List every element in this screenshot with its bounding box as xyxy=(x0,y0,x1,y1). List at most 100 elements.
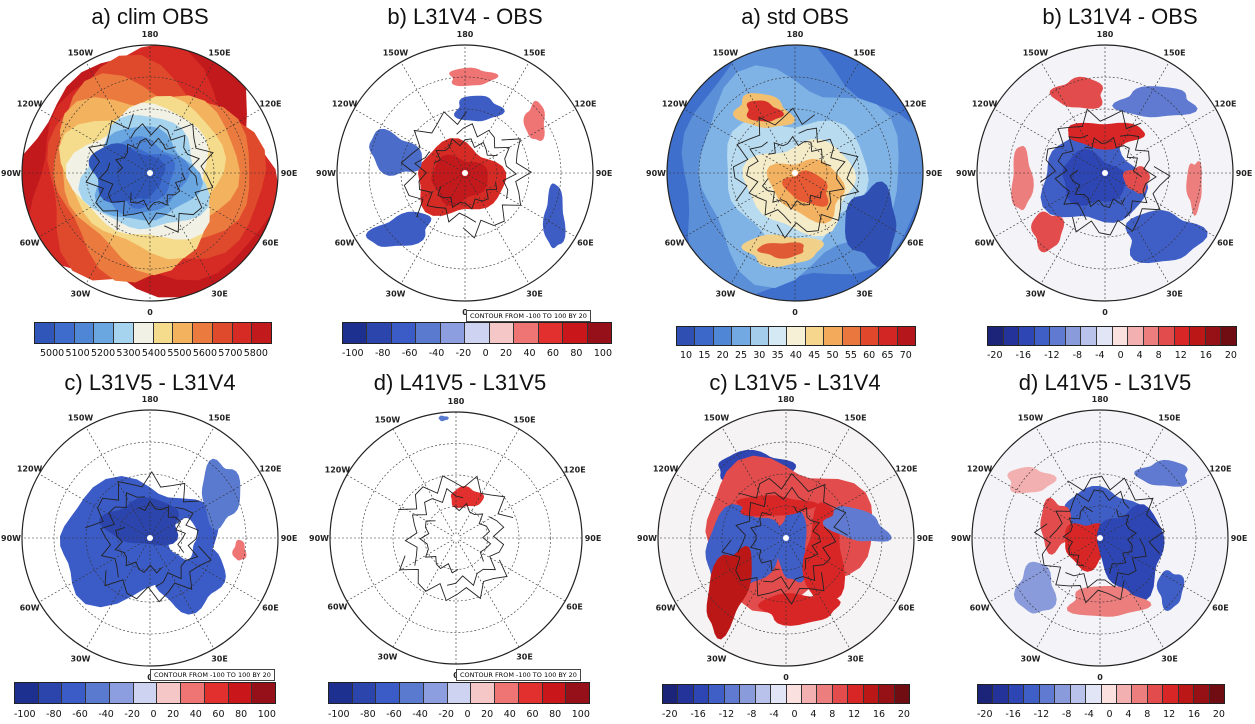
colorbar xyxy=(342,322,612,344)
colorbar-swatch xyxy=(514,323,539,343)
coastline xyxy=(85,113,134,230)
polar-map-l31v5-l31v4-b: 180 150E 120E 90E 60E 30E 0 30W 60W 90W 120W 150W xyxy=(637,395,933,682)
colorbar-tick-label: 5100 xyxy=(65,348,90,359)
colorbar-tick-label: 60 xyxy=(863,350,876,361)
anomaly-region xyxy=(232,539,247,561)
colorbar-swatch xyxy=(1050,327,1066,345)
colorbar-tick-label: -20 xyxy=(438,709,454,720)
colorbar-tick-label: 5200 xyxy=(90,348,116,359)
longitude-label: 120W xyxy=(662,100,688,109)
meridian-line xyxy=(346,537,457,602)
colorbar-swatch xyxy=(1024,685,1040,703)
longitude-label: 150E xyxy=(844,414,866,423)
anomaly-region xyxy=(523,100,545,141)
colorbar-swatch xyxy=(15,683,39,703)
colorbar-swatch xyxy=(343,323,368,343)
colorbar-swatch xyxy=(1101,685,1117,703)
colorbar-swatch xyxy=(1081,327,1097,345)
meridian-line xyxy=(149,172,215,285)
colorbar-swatch xyxy=(400,683,424,703)
longitude-label: 150W xyxy=(375,415,401,424)
colorbar-tick-label: -100 xyxy=(14,709,36,720)
colorbar-tick-label: 20 xyxy=(1212,709,1225,720)
colorbar-tick-label: 80 xyxy=(549,709,562,720)
colorbar-tick-label: -20 xyxy=(987,350,1003,361)
meridian-line xyxy=(993,108,1106,174)
colorbar-swatch xyxy=(771,685,787,703)
colorbar-swatch xyxy=(566,683,590,703)
colorbar xyxy=(34,322,272,344)
longitude-label: 90E xyxy=(596,169,613,178)
north-pole-marker xyxy=(147,535,153,541)
colorbar-swatch xyxy=(109,683,134,703)
colorbar-tick-label: 4 xyxy=(810,709,817,720)
anomaly-region xyxy=(153,546,226,615)
anomaly-region xyxy=(1007,466,1057,494)
longitude-label: 60E xyxy=(262,239,279,248)
colorbar-swatch xyxy=(1159,327,1175,345)
map-border xyxy=(21,44,279,302)
panel-title: b) L31V4 - OBS xyxy=(387,4,543,29)
meridian-line xyxy=(785,537,851,650)
longitude-label: 150W xyxy=(68,414,94,423)
colorbar-swatch xyxy=(755,685,772,703)
anomaly-region xyxy=(1134,459,1188,487)
longitude-label: 30W xyxy=(71,654,91,663)
meridian-line xyxy=(464,108,577,174)
meridian-line xyxy=(785,426,851,539)
colorbar-tick-label: -60 xyxy=(72,709,88,720)
colorbar-tick-label: 5300 xyxy=(116,348,141,359)
panel-title: d) L41V5 - L31V5 xyxy=(1018,370,1192,395)
north-pole-marker xyxy=(453,535,459,541)
colorbar-ticks: -100 -80 -60 -40 -20 0 20 40 60 80 100 xyxy=(14,709,276,720)
coastline xyxy=(1039,108,1142,183)
meridian-line xyxy=(85,426,151,539)
longitude-label: 60E xyxy=(907,239,924,248)
colorbar-tick-label: 12 xyxy=(1163,709,1176,720)
anomaly-region xyxy=(706,545,752,640)
meridian-line xyxy=(149,426,215,539)
longitude-label: 30E xyxy=(211,289,228,298)
longitude-label: 0 xyxy=(1102,308,1108,317)
meridian-line xyxy=(85,61,151,174)
meridian-line xyxy=(455,428,520,539)
coastline xyxy=(1069,169,1126,209)
meridian-line xyxy=(993,172,1106,238)
meridian-line xyxy=(721,537,787,650)
longitude-label: 120E xyxy=(259,465,281,474)
colorbar-tick-label: 5400 xyxy=(141,348,167,359)
colorbar-swatch xyxy=(1174,327,1191,345)
panel-title: a) clim OBS xyxy=(91,4,209,29)
meridian-line xyxy=(1035,426,1101,539)
longitude-label: 30W xyxy=(716,289,736,298)
colorbar-swatch xyxy=(724,685,741,703)
colorbar-tick-label: 16 xyxy=(872,709,886,720)
colorbar-ticks: 5000 5100 5200 5300 5400 5500 5600 5700 5800 xyxy=(40,348,268,359)
colorbar-tick-label: -100 xyxy=(342,348,364,359)
colorbar-tick-label: 65 xyxy=(881,350,894,361)
meridian-line xyxy=(455,474,566,539)
colorbar-tick-label: 5700 xyxy=(218,348,243,359)
coastline xyxy=(453,502,492,562)
colorbar-swatch xyxy=(1190,327,1206,345)
colorbar-tick-label: 80 xyxy=(570,348,583,359)
colorbar-tick-label: 60 xyxy=(526,709,539,720)
colorbar-swatch xyxy=(495,683,519,703)
panel-title: c) L31V5 - L31V4 xyxy=(64,370,236,395)
colorbar-swatch xyxy=(391,323,417,343)
map-border xyxy=(329,411,583,665)
longitude-label: 30W xyxy=(1026,289,1046,298)
colorbar-swatch xyxy=(879,685,895,703)
north-pole-marker xyxy=(462,170,468,176)
meridian-line xyxy=(1035,537,1101,650)
map-border xyxy=(976,44,1234,302)
meridian-line xyxy=(730,172,796,285)
longitude-label: 30W xyxy=(707,654,727,663)
anomaly-region xyxy=(542,183,566,249)
longitude-label: 30W xyxy=(1021,654,1041,663)
longitude-label: 120E xyxy=(259,100,281,109)
longitude-label: 60W xyxy=(975,239,995,248)
colorbar-ticks: -100 -80 -60 -40 -20 0 20 40 60 80 100 xyxy=(328,709,590,720)
longitude-label: 30W xyxy=(386,289,406,298)
colorbar-swatch xyxy=(447,683,472,703)
